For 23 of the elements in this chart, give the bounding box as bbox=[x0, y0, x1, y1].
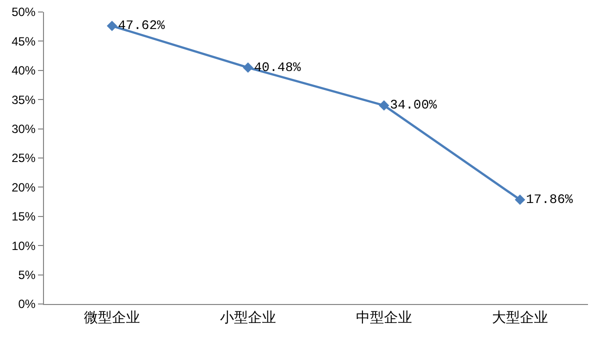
x-tick-label: 大型企业 bbox=[492, 308, 548, 325]
data-label: 47.62% bbox=[118, 18, 166, 34]
point bbox=[514, 194, 526, 205]
x-tick-label: 小型企业 bbox=[220, 308, 276, 325]
data-label: 34.00% bbox=[390, 98, 438, 113]
y-tick-label: 25% bbox=[12, 151, 36, 166]
y-tick-label: 10% bbox=[12, 238, 36, 253]
point bbox=[242, 62, 254, 73]
y-tick-label: 45% bbox=[12, 34, 36, 48]
point bbox=[378, 100, 390, 111]
y-tick-label: 50% bbox=[12, 5, 36, 20]
data-label: 17.86% bbox=[526, 192, 574, 207]
y-tick-label: 30% bbox=[12, 122, 36, 136]
x-tick-label: 中型企业 bbox=[356, 308, 412, 325]
data-label: 40.48% bbox=[254, 60, 302, 75]
x-tick-label: 微型企业 bbox=[84, 308, 140, 325]
y-tick-label: 35% bbox=[12, 92, 36, 107]
y-tick-label: 20% bbox=[12, 180, 36, 194]
point bbox=[106, 20, 118, 32]
y-tick-label: 0% bbox=[18, 297, 36, 312]
y-tick-label: 40% bbox=[12, 64, 36, 78]
y-tick-label: 5% bbox=[18, 268, 36, 282]
y-tick-label: 15% bbox=[12, 210, 36, 224]
